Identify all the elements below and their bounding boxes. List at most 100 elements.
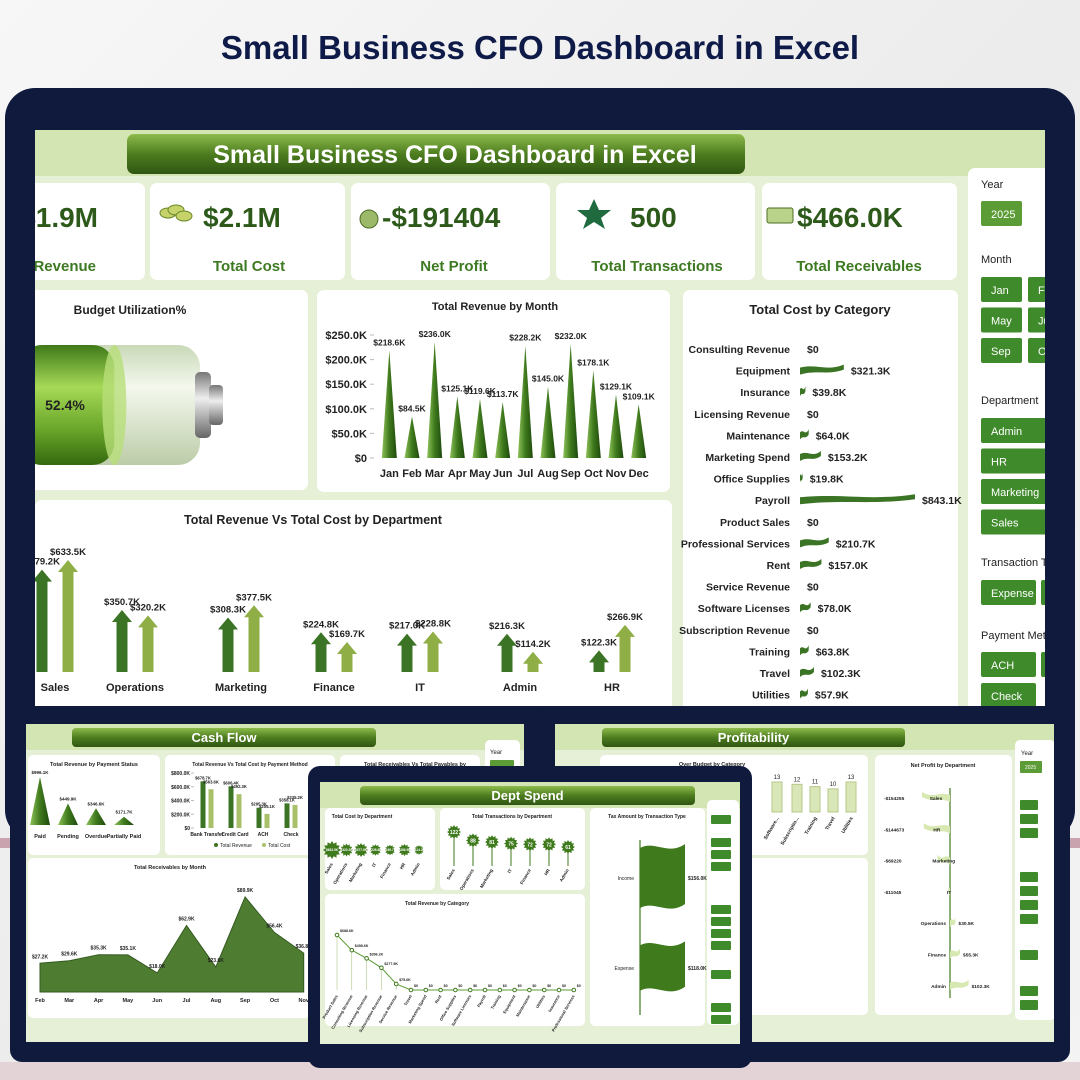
slicer-button[interactable]	[1020, 886, 1038, 896]
value-label: $157.0K	[828, 560, 868, 572]
slicer-button[interactable]	[1028, 307, 1069, 333]
slicer-button[interactable]	[981, 201, 1022, 226]
arrow-bar	[311, 632, 331, 672]
value-label: $266.9K	[398, 848, 411, 852]
slicer-button[interactable]	[981, 652, 1036, 677]
slicer-button[interactable]	[711, 838, 731, 847]
card-title: Total Cost by Category	[749, 302, 891, 317]
slicer-button[interactable]	[981, 683, 1036, 708]
card-title: Tax Amount by Transaction Type	[608, 814, 686, 820]
slicer-button[interactable]	[1028, 277, 1069, 302]
slicer-button[interactable]	[981, 338, 1022, 363]
value-label: $84.5K	[398, 403, 426, 413]
card-title: Over Budget by Category	[679, 762, 746, 768]
slicer-button[interactable]	[1020, 1000, 1038, 1010]
value-label: $39.8K	[812, 387, 846, 399]
flag	[800, 364, 844, 375]
value-label: $56.4K	[266, 923, 283, 929]
slicer-button[interactable]	[1020, 900, 1038, 910]
slicer-button[interactable]	[1020, 814, 1038, 824]
x-tick-label: Mar	[425, 468, 445, 480]
slicer-button[interactable]	[1028, 338, 1069, 363]
slicer-button[interactable]	[711, 850, 731, 859]
slicer-button[interactable]	[711, 1003, 731, 1012]
slicer-button[interactable]	[711, 862, 731, 871]
value-label: $0	[807, 344, 819, 356]
value-label: $114.2K	[413, 848, 426, 852]
slicer-button[interactable]	[1041, 580, 1071, 605]
x-tick-label: May	[123, 998, 135, 1004]
slicer-button[interactable]	[1020, 761, 1042, 773]
value-label: $205.1K	[259, 804, 275, 809]
x-tick-label: Admin	[410, 862, 421, 877]
value-label: $0	[532, 984, 536, 988]
value-label: $217.0K	[389, 621, 425, 632]
slicer-button[interactable]	[1020, 950, 1038, 960]
slicer-button[interactable]	[1020, 800, 1038, 810]
slicer-button[interactable]	[981, 418, 1051, 443]
flag	[800, 429, 809, 440]
value-label: $102.3K	[821, 668, 861, 680]
value-label: $633.5K	[326, 848, 339, 852]
x-tick-label: Check	[283, 832, 298, 838]
kpi-value: $2.1M	[203, 202, 281, 233]
value-label: $346.6K	[87, 801, 105, 806]
x-tick-label: Jun	[152, 998, 162, 1004]
slicer-header: Payment Method	[981, 630, 1064, 642]
cone	[30, 777, 50, 825]
value-label: 72	[546, 842, 552, 848]
slicer-button[interactable]	[711, 815, 731, 824]
value-label: 12	[794, 777, 801, 783]
slicer-button[interactable]	[981, 448, 1051, 474]
value-label: $75.6K	[399, 978, 411, 982]
slicer-button[interactable]	[1020, 828, 1038, 838]
value-label: $210.7K	[836, 538, 876, 550]
slicer-button[interactable]	[711, 1015, 731, 1024]
category-label: Professional Services	[681, 538, 790, 550]
value-label: $125.1K	[441, 383, 474, 393]
y-tick-label: $200.0K	[171, 812, 190, 818]
point	[334, 932, 340, 938]
slicer-button[interactable]	[981, 479, 1051, 504]
slicer-button[interactable]	[1041, 652, 1071, 677]
y-tick-label: $200.0K	[325, 355, 367, 367]
legend-swatch	[214, 843, 218, 847]
budget-value: 52.4%	[45, 397, 85, 413]
value-label: $633.5K	[50, 547, 86, 558]
value-label: $102.3K	[972, 984, 991, 990]
value-label: $119.6K	[464, 386, 497, 396]
category-label: IT	[947, 890, 951, 896]
point	[556, 987, 562, 993]
coin-icon	[175, 210, 193, 222]
slicer-button[interactable]	[1020, 986, 1038, 996]
slicer-button[interactable]	[711, 929, 731, 938]
slicer-header: Transaction Type	[981, 557, 1065, 569]
battery-fill	[35, 345, 115, 465]
slicer-button[interactable]	[981, 509, 1051, 535]
value-label: $156.0K	[688, 876, 707, 882]
x-tick-label: Feb	[402, 468, 422, 480]
slicer-button[interactable]	[981, 277, 1022, 302]
category-label: Subscription Revenue	[679, 625, 790, 637]
value-label: $232.0K	[555, 331, 588, 341]
kpi-value: $1.9M	[20, 202, 98, 233]
flag	[800, 602, 811, 613]
slicer-button[interactable]	[711, 970, 731, 979]
star-marker	[523, 837, 537, 852]
x-tick-label: Admin	[503, 682, 538, 694]
slicer-button[interactable]	[711, 905, 731, 914]
flag	[640, 941, 685, 992]
title-banner	[127, 134, 745, 174]
slicer-button[interactable]	[1020, 872, 1038, 882]
cone	[495, 402, 511, 458]
slicer-button[interactable]	[1020, 914, 1038, 924]
value-label: $335.2K	[287, 795, 303, 800]
slicer-button[interactable]	[711, 941, 731, 950]
bar	[771, 781, 783, 813]
slicer-button[interactable]	[981, 307, 1022, 333]
slicer-button[interactable]	[711, 917, 731, 926]
slicer-button[interactable]	[981, 580, 1036, 605]
kpi-label: Net Profit	[420, 258, 488, 275]
kpi-value: $466.0K	[797, 202, 903, 233]
